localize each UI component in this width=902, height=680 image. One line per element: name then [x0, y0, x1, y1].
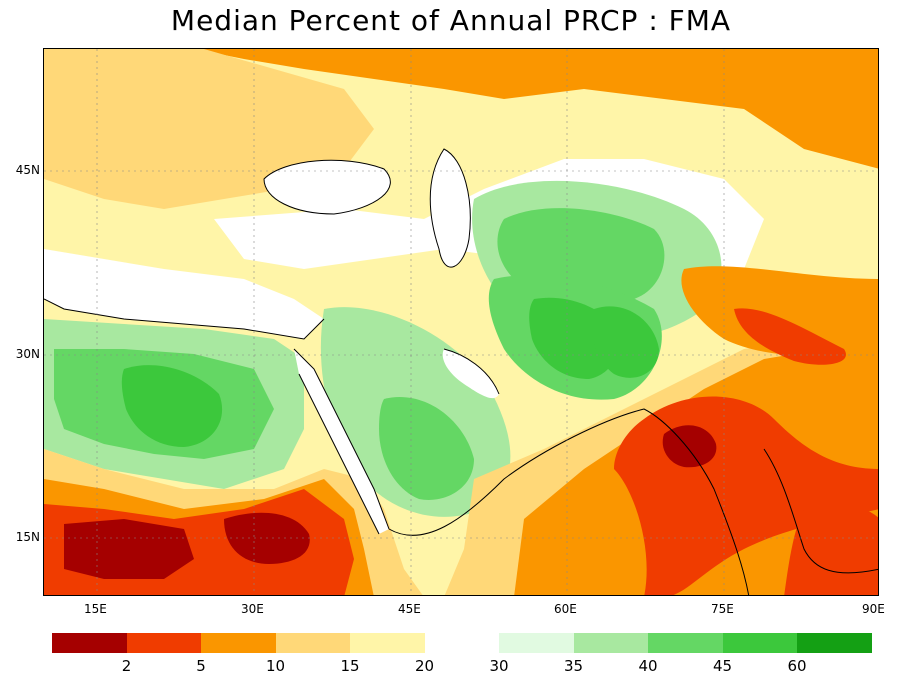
legend-label: 35 — [563, 657, 584, 675]
graticule — [44, 49, 878, 595]
legend-label: 5 — [196, 657, 206, 675]
region-north-orange — [194, 49, 878, 169]
legend-swatch — [350, 633, 425, 653]
legend-label: 40 — [638, 657, 658, 675]
legend-swatch — [797, 633, 872, 653]
legend-label: 2 — [121, 657, 132, 675]
legend-label: 45 — [712, 657, 733, 675]
lon-label-15e: 15E — [84, 602, 107, 616]
water-black-sea — [264, 160, 391, 214]
lat-label-45n: 45N — [15, 163, 40, 177]
legend-swatch — [52, 633, 127, 653]
legend-swatch — [648, 633, 723, 653]
legend-swatch — [275, 633, 350, 653]
region-sahel-darkred — [64, 519, 194, 579]
legend-label: 15 — [340, 657, 360, 675]
region-north-africa-green-3 — [121, 365, 223, 447]
region-himalaya-orange — [681, 266, 878, 356]
water-red-sea — [294, 349, 389, 534]
legend-swatch — [126, 633, 201, 653]
legend-label: 30 — [489, 657, 509, 675]
lat-label-30n: 30N — [15, 347, 40, 361]
legend-label: 60 — [787, 657, 807, 675]
legend-swatch — [499, 633, 574, 653]
lon-label-60e: 60E — [554, 602, 577, 616]
map-canvas — [44, 49, 878, 595]
lat-label-15n: 15N — [15, 530, 40, 544]
region-afghan-green — [592, 306, 659, 378]
legend-label: 20 — [414, 657, 435, 675]
lon-label-30e: 30E — [241, 602, 264, 616]
region-india-darkred — [662, 425, 717, 468]
lon-label-75e: 75E — [711, 602, 734, 616]
region-sahel-darkred-2 — [224, 512, 310, 564]
precipitation-map — [43, 48, 879, 596]
lon-label-90e: 90E — [862, 602, 885, 616]
legend-swatch — [722, 633, 797, 653]
color-legend — [52, 633, 872, 653]
legend-swatch — [424, 633, 499, 653]
region-arabia-green-2 — [379, 397, 474, 500]
legend-swatch — [201, 633, 276, 653]
water-persian-gulf — [442, 349, 499, 399]
legend-label: 10 — [265, 657, 286, 675]
lon-label-45e: 45E — [398, 602, 421, 616]
map-title: Median Percent of Annual PRCP : FMA — [170, 4, 732, 37]
coastlines — [44, 148, 878, 595]
region-himalaya-red — [734, 308, 846, 365]
legend-swatch — [573, 633, 648, 653]
water-mediterranean — [44, 249, 324, 339]
